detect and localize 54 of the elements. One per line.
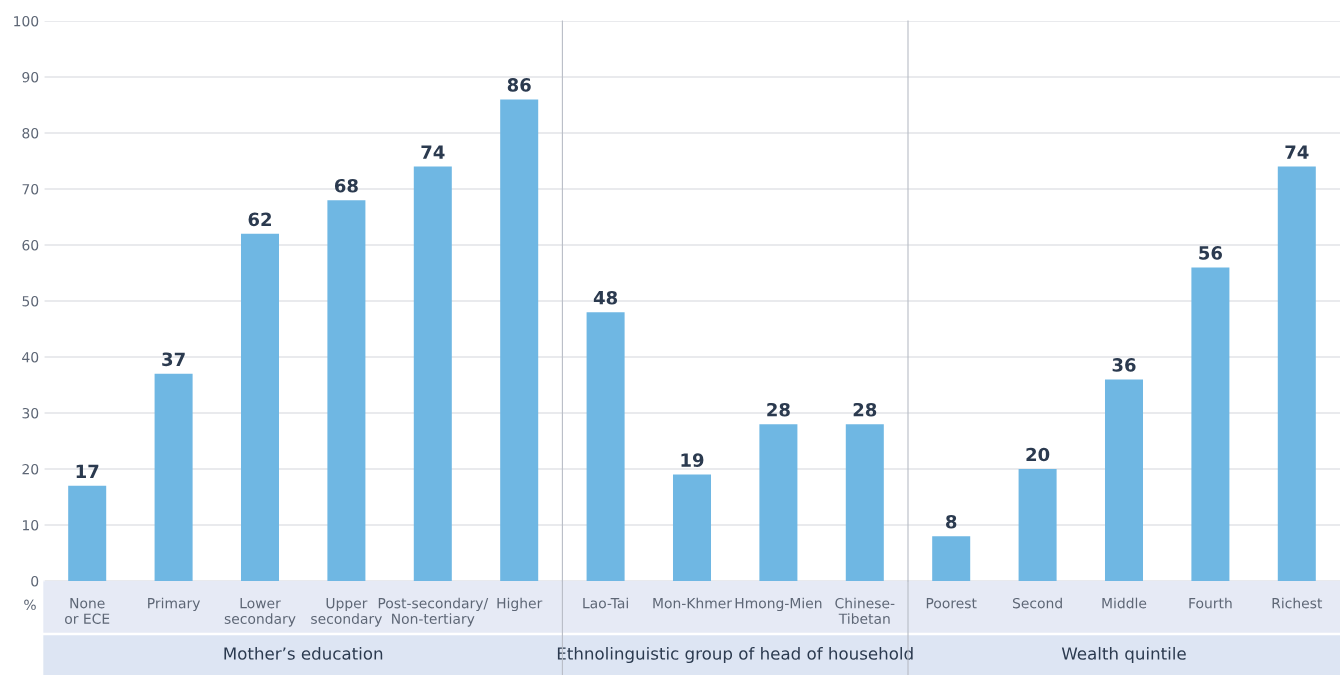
- data-label: 28: [853, 402, 877, 417]
- bar: [1191, 267, 1230, 581]
- x-tick-label: None or ECE: [65, 598, 110, 624]
- bar: [327, 200, 366, 581]
- data-label: 86: [507, 78, 531, 92]
- x-tick-label: Higher: [497, 597, 543, 612]
- x-tick-label: Second: [1012, 597, 1062, 609]
- bar: [1277, 166, 1316, 581]
- data-label: 74: [421, 145, 445, 159]
- bar: [1018, 469, 1057, 581]
- data-label: 37: [162, 352, 185, 367]
- y-tick-label: 60: [22, 239, 39, 251]
- data-label: 19: [681, 453, 704, 467]
- bar: [932, 536, 971, 581]
- x-tick-label: Primary: [148, 597, 201, 612]
- bar: [500, 99, 539, 581]
- y-tick-label: 100: [14, 15, 39, 27]
- data-label: 28: [767, 402, 790, 417]
- y-tick-label: 70: [22, 183, 39, 195]
- bar: [154, 373, 193, 581]
- x-tick-label: Hmong-Mien: [735, 597, 822, 612]
- x-tick-label: Fourth: [1189, 597, 1232, 609]
- x-tick-label: Middle: [1102, 597, 1147, 609]
- y-tick-label: 30: [22, 407, 39, 419]
- y-tick-label: 20: [22, 463, 39, 475]
- bar: [68, 485, 107, 581]
- data-label: 48: [593, 290, 618, 305]
- data-label: 68: [334, 178, 358, 193]
- x-axis-title: Wealth quintile: [1061, 646, 1186, 664]
- x-tick-label: Richest: [1272, 597, 1323, 609]
- y-tick-label: 10: [22, 519, 39, 531]
- y-tick-label: 0: [31, 575, 39, 587]
- data-label: 36: [1112, 358, 1136, 372]
- x-tick-label: Mon-Khmer: [653, 597, 732, 609]
- y-tick-label: 90: [22, 71, 39, 83]
- x-tick-label: Lao-Tai: [583, 597, 628, 609]
- data-label: 17: [76, 464, 99, 478]
- bar: [240, 233, 280, 581]
- data-label: 56: [1199, 246, 1222, 260]
- data-label: 8: [946, 514, 957, 529]
- bar: [413, 166, 452, 581]
- x-tick-label: Poorest: [926, 598, 977, 609]
- x-tick-label: Lower secondary: [224, 598, 296, 627]
- x-tick-label: Chinese- Tibetan: [835, 597, 895, 624]
- bar: [1104, 379, 1144, 581]
- data-label: 62: [248, 212, 271, 227]
- data-label: 20: [1026, 447, 1050, 462]
- x-axis-title: Mother’s education: [224, 646, 383, 660]
- y-tick-label: 80: [22, 127, 39, 139]
- data-label: 74: [1285, 145, 1309, 159]
- y-tick-label: 50: [22, 295, 39, 307]
- x-axis-title: Ethnolinguistic group of head of household: [557, 646, 913, 664]
- y-axis-title: %: [24, 599, 36, 611]
- y-tick-label: 40: [22, 351, 39, 363]
